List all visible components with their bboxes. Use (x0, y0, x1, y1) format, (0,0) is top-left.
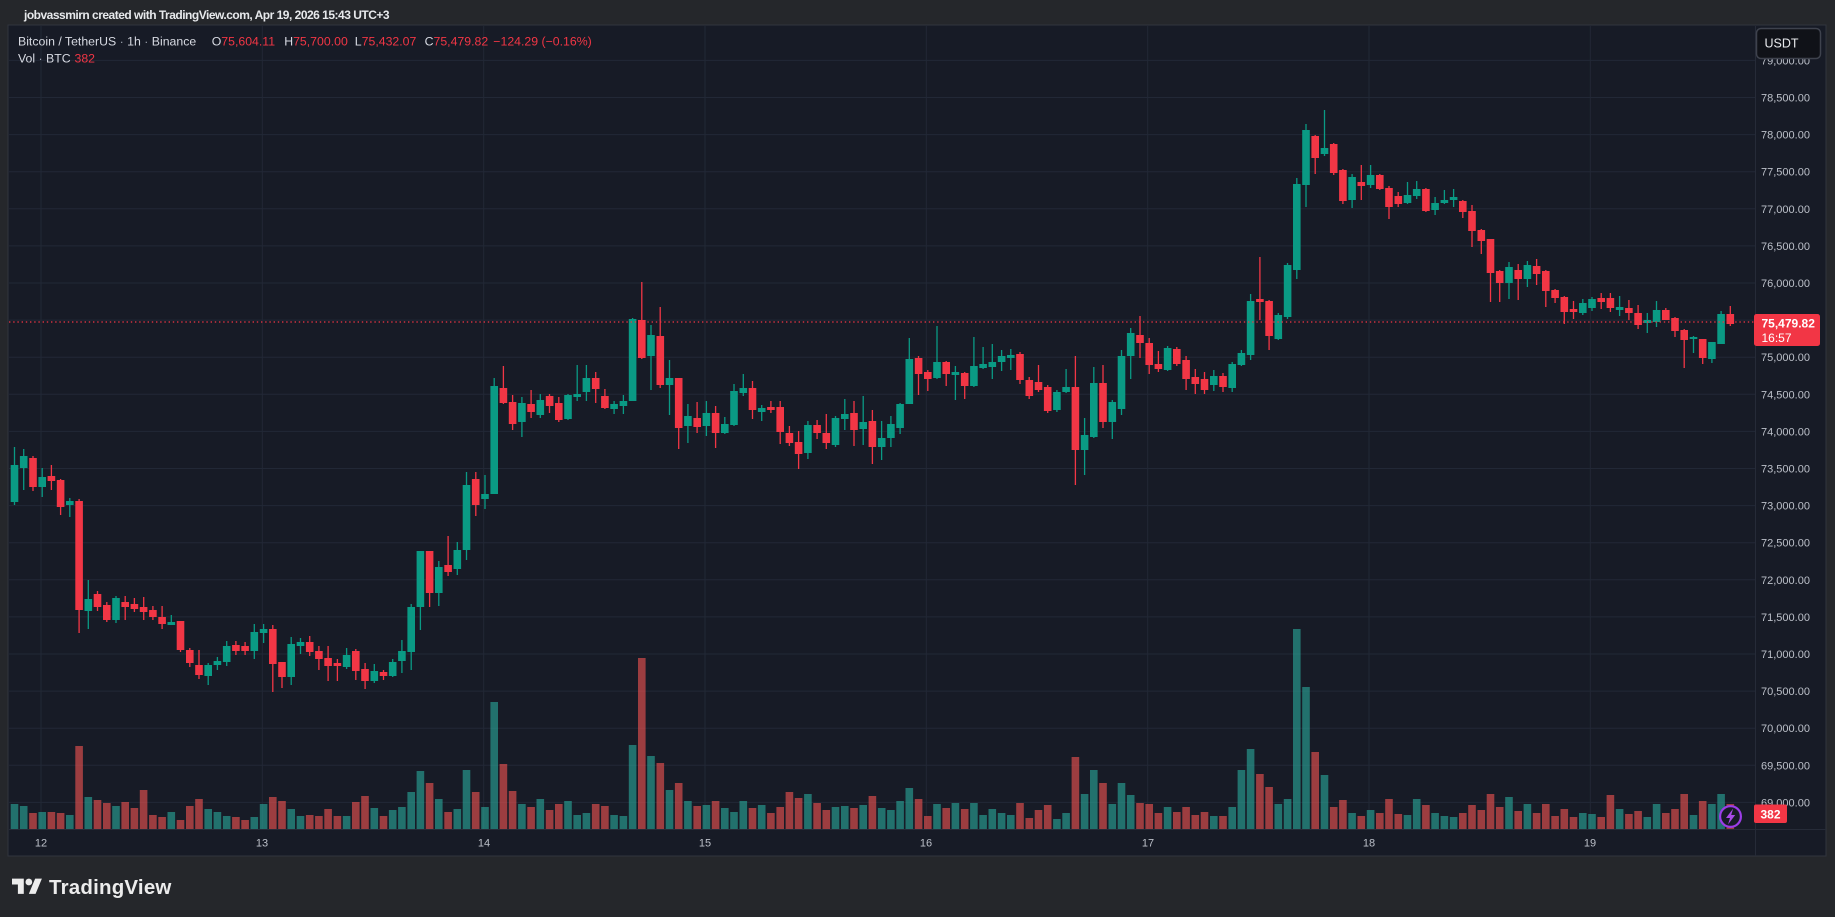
svg-text:75,479.82: 75,479.82 (1762, 317, 1816, 331)
svg-text:74,000.00: 74,000.00 (1761, 426, 1810, 438)
svg-text:16:57: 16:57 (1762, 331, 1792, 345)
svg-text:77,000.00: 77,000.00 (1761, 204, 1810, 216)
svg-text:13: 13 (256, 838, 268, 850)
svg-text:L75,432.07: L75,432.07 (355, 35, 417, 49)
svg-text:72,000.00: 72,000.00 (1761, 575, 1810, 587)
svg-text:TradingView: TradingView (49, 876, 172, 899)
svg-text:76,000.00: 76,000.00 (1761, 278, 1810, 290)
svg-text:Bitcoin / TetherUS · 1h · Bina: Bitcoin / TetherUS · 1h · Binance (18, 35, 196, 49)
svg-text:70,000.00: 70,000.00 (1761, 723, 1810, 735)
svg-text:76,500.00: 76,500.00 (1761, 241, 1810, 253)
svg-text:18: 18 (1363, 838, 1375, 850)
svg-text:16: 16 (920, 838, 932, 850)
svg-text:19: 19 (1584, 838, 1596, 850)
svg-text:74,500.00: 74,500.00 (1761, 389, 1810, 401)
svg-text:382: 382 (75, 52, 96, 66)
svg-text:72,500.00: 72,500.00 (1761, 538, 1810, 550)
svg-text:382: 382 (1760, 808, 1780, 822)
svg-text:C75,479.82: C75,479.82 (425, 35, 489, 49)
svg-text:12: 12 (35, 838, 47, 850)
svg-text:USDT: USDT (1765, 37, 1799, 51)
svg-text:Vol · BTC: Vol · BTC (18, 52, 71, 66)
svg-text:H75,700.00: H75,700.00 (284, 35, 348, 49)
svg-text:70,500.00: 70,500.00 (1761, 686, 1810, 698)
svg-text:69,500.00: 69,500.00 (1761, 760, 1810, 772)
svg-text:75,000.00: 75,000.00 (1761, 352, 1810, 364)
svg-text:71,500.00: 71,500.00 (1761, 612, 1810, 624)
svg-text:73,500.00: 73,500.00 (1761, 464, 1810, 476)
svg-text:78,000.00: 78,000.00 (1761, 130, 1810, 142)
svg-text:71,000.00: 71,000.00 (1761, 649, 1810, 661)
svg-text:14: 14 (478, 838, 490, 850)
svg-text:73,000.00: 73,000.00 (1761, 501, 1810, 513)
svg-text:O75,604.11: O75,604.11 (212, 35, 276, 49)
svg-text:−124.29 (−0.16%): −124.29 (−0.16%) (493, 35, 591, 49)
svg-text:77,500.00: 77,500.00 (1761, 167, 1810, 179)
svg-text:17: 17 (1142, 838, 1154, 850)
svg-text:jobvassmirn created with Tradi: jobvassmirn created with TradingView.com… (23, 8, 390, 22)
svg-text:15: 15 (699, 838, 711, 850)
svg-text:78,500.00: 78,500.00 (1761, 93, 1810, 105)
